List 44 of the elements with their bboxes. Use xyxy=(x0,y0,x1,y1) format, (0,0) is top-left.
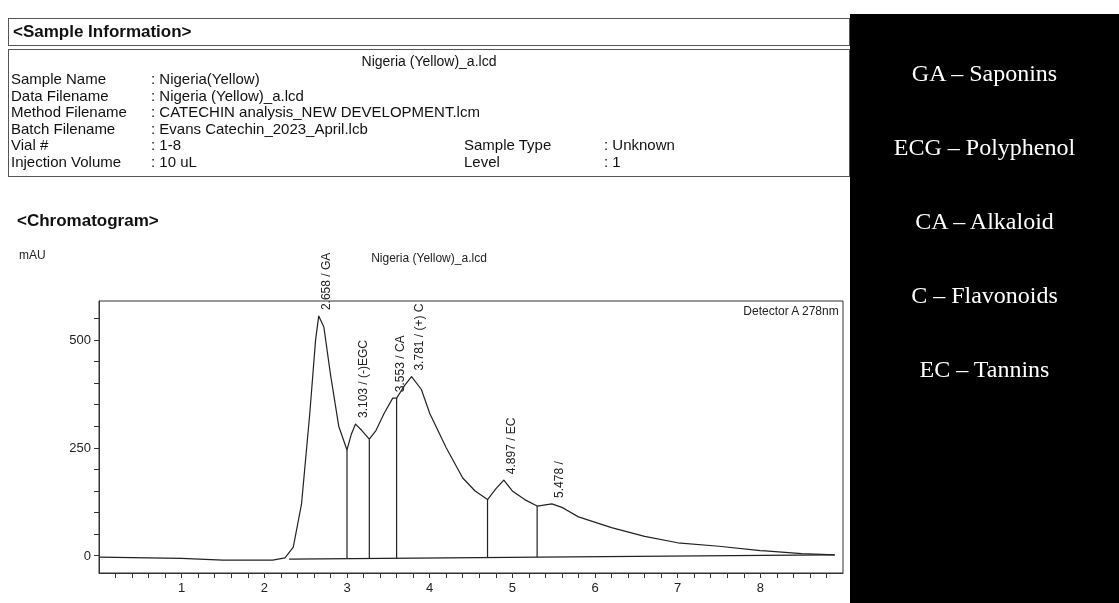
text: : Evans Catechin_2023_April.lcb xyxy=(151,119,368,137)
text: : 1 xyxy=(604,152,621,170)
chart-title: <Chromatogram> xyxy=(17,211,159,230)
annotation: 3.553 / CA xyxy=(392,335,407,393)
y-tick-label: 250 xyxy=(69,440,91,456)
text: : Nigeria (Yellow)_a.lcd xyxy=(151,86,304,104)
text: ECG – Polyphenol xyxy=(892,134,1077,161)
text: Sample Name xyxy=(11,70,107,87)
text: <Sample Information> xyxy=(8,18,850,46)
text: : 10 uL xyxy=(151,152,197,170)
x-tick-label: 5 xyxy=(508,580,516,595)
annotation: 3.103 / (-)EGC xyxy=(355,339,370,419)
text: C – Flavonoids xyxy=(910,282,1059,309)
text: Nigeria (Yellow)_a.lcd xyxy=(360,53,498,69)
text: : Nigeria(Yellow) xyxy=(151,70,260,87)
x-tick-label: 1 xyxy=(178,580,186,595)
y-tick-label: 500 xyxy=(69,332,91,348)
text: CA – Alkaloid xyxy=(914,208,1055,235)
text: Batch Filename xyxy=(11,119,116,137)
text: Sample Type xyxy=(464,136,552,153)
text: Data Filename xyxy=(11,86,109,104)
text: : CATECHIN analysis_NEW DEVELOPMENT.lcm xyxy=(151,103,480,120)
text: Method Filename xyxy=(11,103,127,120)
x-tick-label: 2 xyxy=(260,580,268,595)
x-tick-label: 3 xyxy=(343,580,351,595)
x-tick-label: 4 xyxy=(426,580,434,595)
text: : 1-8 xyxy=(151,136,182,153)
x-tick-label: 6 xyxy=(591,580,599,595)
y-tick-label: 0 xyxy=(83,548,91,564)
annotation: 4.897 / EC xyxy=(503,417,518,475)
annotation: 2.658 / GA xyxy=(318,252,333,311)
chart-subtitle: Nigeria (Yellow)_a.lcd xyxy=(371,251,487,265)
text: Injection Volume xyxy=(11,152,122,170)
x-tick-label: 8 xyxy=(756,580,764,595)
text: Vial # xyxy=(11,136,49,153)
text: GA – Saponins xyxy=(910,60,1059,87)
x-tick-label: 7 xyxy=(674,580,682,595)
text: Level xyxy=(464,152,500,170)
text: : Unknown xyxy=(604,136,675,153)
text: EC – Tannins xyxy=(918,356,1051,383)
annotation: 5.478 / xyxy=(551,460,566,498)
y-axis-title: mAU xyxy=(19,248,46,262)
annotation: Detector A 278nm xyxy=(743,304,839,318)
annotation: 3.781 / (+) C xyxy=(411,303,426,371)
